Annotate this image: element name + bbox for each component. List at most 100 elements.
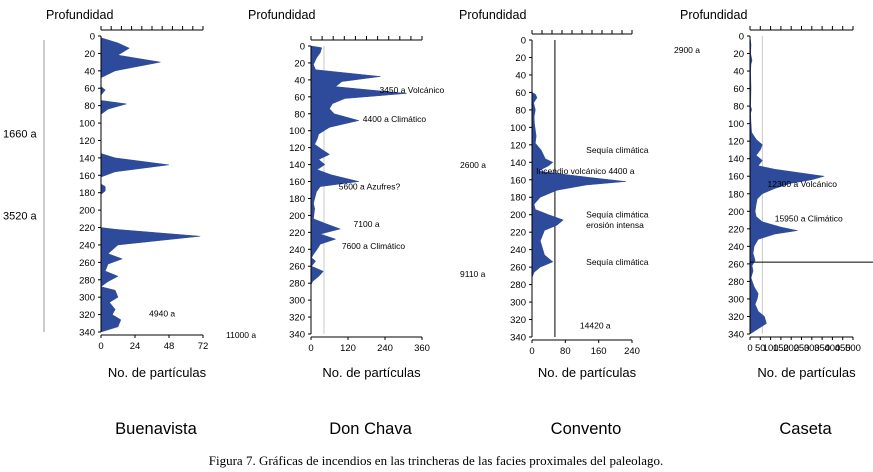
figure-caption: Figura 7. Gráficas de incendios en las t… [209,453,663,468]
y-tick-label: 160 [79,171,95,182]
site-name: Convento [551,420,622,438]
y-axis-title: Profundidad [459,8,526,22]
x-axis-title: No. de partículas [108,365,207,380]
age-label: 2600 a [460,160,486,170]
y-tick-label: 60 [294,92,305,103]
annotation-label: Sequía climática [586,210,649,220]
site-name: Buenavista [115,420,197,438]
y-tick-label: 0 [521,36,526,47]
annotation-label: Incendio volcánico 4400 a [536,166,635,176]
chart-panel-don-chava [308,36,423,340]
y-tick-label: 300 [728,294,744,305]
particle-area-series [531,91,626,278]
y-tick-label: 100 [510,123,526,134]
y-tick-label: 260 [79,258,95,269]
y-tick-label: 240 [289,245,305,256]
y-tick-label: 80 [84,101,95,112]
x-tick-label: 48 [164,341,175,352]
y-tick-label: 160 [728,172,744,183]
y-tick-label: 180 [79,188,95,199]
y-tick-label: 180 [510,193,526,204]
y-tick-label: 220 [728,224,744,235]
annotation-label: 5600 a Azufres? [339,182,401,192]
y-tick-label: 0 [90,32,95,43]
age-label: 1660 a [3,129,38,141]
y-tick-label: 40 [84,66,95,77]
annotation-label: Sequía climática [586,145,649,155]
y-tick-label: 60 [515,88,526,99]
y-tick-label: 100 [289,126,305,137]
annotation-label: 14420 a [580,321,611,331]
y-tick-label: 180 [728,189,744,200]
x-tick-label: 100 [763,343,779,354]
y-tick-label: 260 [289,262,305,273]
y-tick-label: 0 [739,32,744,43]
chart-panel-caseta [747,26,873,340]
y-tick-label: 240 [79,240,95,251]
y-tick-label: 20 [294,58,305,69]
y-tick-label: 280 [728,277,744,288]
x-tick-label: 500 [845,343,861,354]
site-name: Caseta [779,420,832,438]
y-tick-label: 320 [289,313,305,324]
y-tick-label: 340 [79,328,95,339]
particle-area-series [100,36,201,333]
y-tick-label: 140 [728,154,744,165]
y-tick-label: 40 [733,67,744,78]
age-label: 3520 a [3,210,38,222]
y-tick-label: 200 [510,210,526,221]
y-tick-label: 220 [79,223,95,234]
x-tick-label: 0 [98,341,103,352]
x-tick-label: 50 [755,343,766,354]
x-tick-label: 300 [804,343,820,354]
y-tick-label: 320 [510,315,526,326]
y-tick-label: 240 [510,245,526,256]
site-name: Don Chava [329,420,412,438]
x-tick-label: 160 [591,346,607,357]
x-tick-label: 250 [794,343,810,354]
y-tick-label: 120 [728,137,744,148]
y-tick-label: 120 [289,143,305,154]
x-tick-label: 350 [814,343,830,354]
chart-panel-buenavista [43,26,204,338]
y-tick-label: 120 [79,136,95,147]
y-tick-label: 40 [294,75,305,86]
y-tick-label: 80 [733,102,744,113]
x-tick-label: 450 [835,343,851,354]
y-axis-title: Profundidad [680,8,747,22]
y-tick-label: 180 [289,194,305,205]
x-tick-label: 150 [773,343,789,354]
annotation-label: 4400 a Climático [363,114,427,124]
age-label: 11000 a [226,330,256,340]
y-tick-label: 200 [79,206,95,217]
y-axis-title: Profundidad [248,8,315,22]
y-tick-label: 140 [289,160,305,171]
y-tick-label: 120 [510,140,526,151]
y-tick-label: 320 [728,312,744,323]
y-tick-label: 300 [510,298,526,309]
annotation-label: 3450 a Volcánico [379,85,444,95]
y-tick-label: 160 [510,175,526,186]
y-tick-label: 280 [289,279,305,290]
x-tick-label: 400 [824,343,840,354]
y-tick-label: 80 [515,105,526,116]
y-tick-label: 160 [289,177,305,188]
age-label: 2900 a [674,45,700,55]
x-axis-title: No. de partículas [322,365,421,380]
y-tick-label: 280 [510,280,526,291]
y-axis-title: Profundidad [46,8,113,22]
y-tick-label: 240 [728,242,744,253]
y-tick-label: 60 [733,84,744,95]
x-tick-label: 0 [747,343,752,354]
y-tick-label: 340 [728,330,744,341]
y-tick-label: 220 [289,228,305,239]
chart-panel-convento [529,30,633,343]
y-tick-label: 340 [510,333,526,344]
y-tick-label: 20 [733,49,744,60]
x-tick-label: 360 [414,343,430,354]
annotation-label: 4940 a [149,309,175,319]
y-tick-label: 280 [79,275,95,286]
y-tick-label: 60 [84,84,95,95]
y-tick-label: 220 [510,228,526,239]
